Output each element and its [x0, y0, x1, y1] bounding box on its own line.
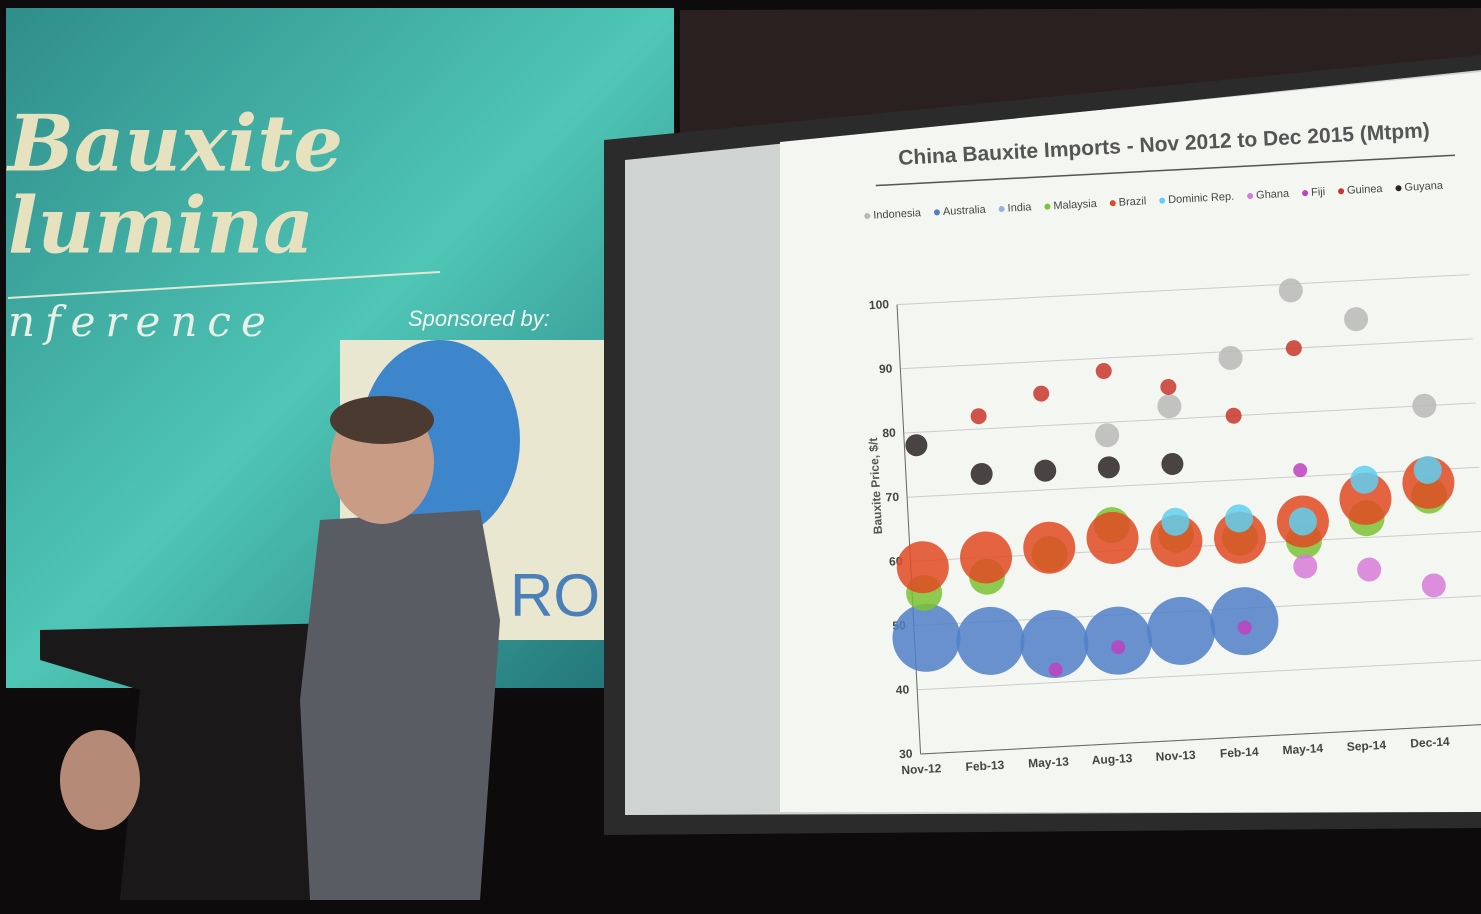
legend-label: Australia	[943, 204, 987, 218]
legend-label: Indonesia	[873, 207, 922, 222]
presenter-hair	[330, 396, 434, 444]
conf-title: lumina	[8, 181, 314, 272]
x-tick-label: Dec-14	[1410, 734, 1450, 750]
x-tick-label: Feb-14	[1220, 744, 1260, 760]
sponsor-label: Sponsored by:	[408, 306, 550, 331]
scene: Bauxite lumina nference Sponsored by: RO…	[0, 0, 1481, 910]
audience-head	[60, 730, 140, 830]
page: Bauxite lumina nference Sponsored by: RO…	[0, 0, 1481, 910]
presenter-suit	[300, 510, 500, 900]
x-tick-label: Nov-13	[1155, 748, 1196, 764]
x-tick-label: Nov-12	[901, 761, 942, 777]
y-tick-label: 90	[879, 361, 893, 376]
legend-label: Guinea	[1347, 183, 1384, 197]
y-tick-label: 70	[885, 490, 899, 505]
y-tick-label: 40	[895, 682, 909, 697]
x-tick-label: Aug-13	[1091, 751, 1133, 767]
x-tick-label: May-13	[1028, 754, 1070, 770]
x-tick-label: May-14	[1282, 741, 1324, 757]
legend-label: Brazil	[1118, 195, 1146, 208]
y-tick-label: 80	[882, 426, 896, 441]
conf-title: Bauxite	[6, 99, 343, 190]
sponsor-logo-text: RO	[510, 562, 600, 629]
legend-label: Malaysia	[1053, 198, 1098, 212]
conf-subtitle: nference	[8, 297, 276, 346]
legend-label: Fiji	[1311, 186, 1326, 199]
y-tick-label: 30	[899, 747, 913, 762]
x-tick-label: Feb-13	[965, 758, 1005, 774]
legend-label: Guyana	[1404, 180, 1444, 194]
legend-label: India	[1007, 201, 1032, 214]
legend-label: Ghana	[1256, 188, 1290, 202]
y-tick-label: 100	[869, 297, 890, 312]
x-tick-label: Sep-14	[1346, 738, 1386, 754]
